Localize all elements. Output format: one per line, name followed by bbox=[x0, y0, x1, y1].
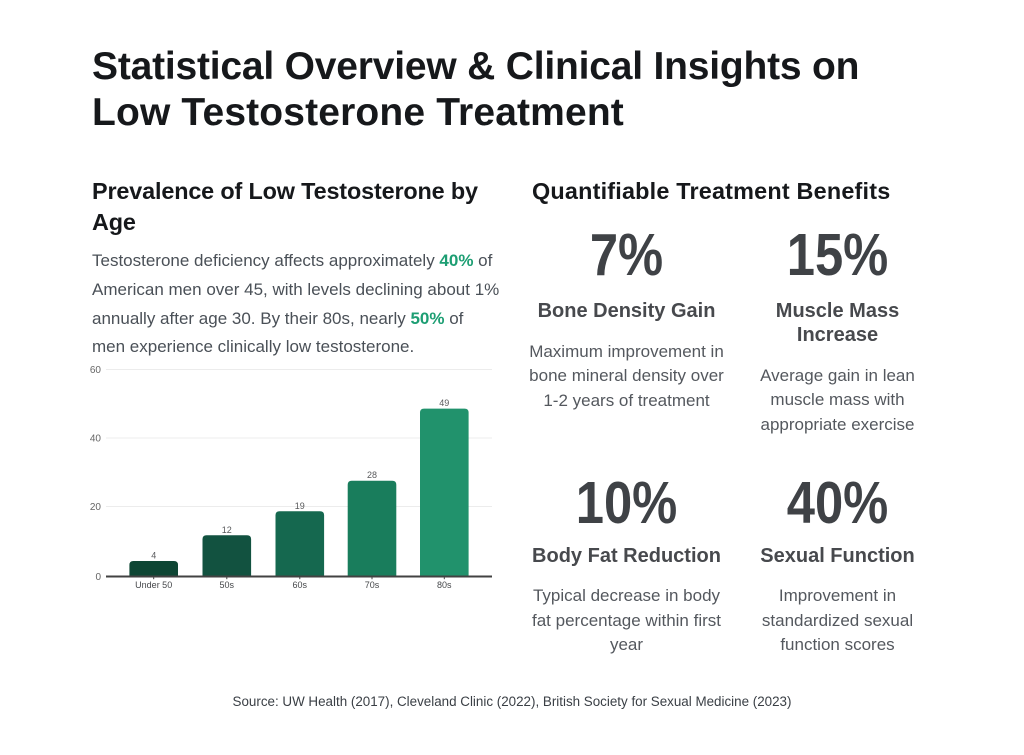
svg-text:60: 60 bbox=[90, 365, 102, 376]
svg-text:4: 4 bbox=[151, 551, 156, 561]
svg-text:50s: 50s bbox=[220, 580, 235, 590]
svg-text:28: 28 bbox=[367, 470, 377, 480]
svg-text:12: 12 bbox=[222, 525, 232, 535]
svg-text:60s: 60s bbox=[293, 580, 308, 590]
svg-text:70s: 70s bbox=[365, 580, 380, 590]
svg-text:20: 20 bbox=[90, 502, 102, 513]
svg-text:80s: 80s bbox=[437, 580, 452, 590]
svg-text:40: 40 bbox=[90, 434, 102, 445]
svg-text:Under 50: Under 50 bbox=[135, 580, 172, 590]
svg-text:19: 19 bbox=[295, 501, 305, 511]
svg-text:49: 49 bbox=[439, 398, 449, 408]
svg-text:0: 0 bbox=[95, 572, 101, 583]
